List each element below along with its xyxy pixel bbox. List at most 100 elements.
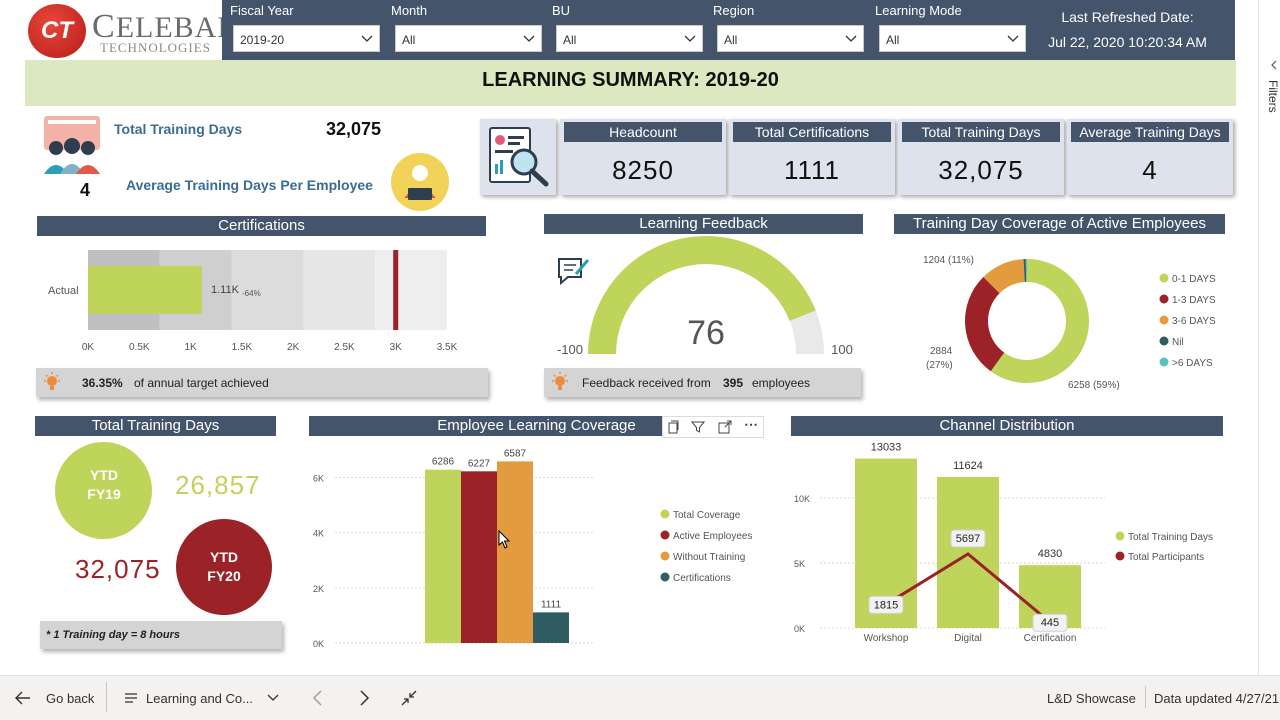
filter-label-learning-mode: Learning Mode (875, 3, 962, 18)
elc-y-tick-label: 0K (313, 639, 324, 649)
elc-y-tick-label: 6K (313, 474, 324, 484)
headcount-title: Headcount (564, 122, 722, 142)
legend-label: Certifications (673, 573, 731, 584)
elc-y-tick-label: 2K (313, 584, 324, 594)
bu-dropdown[interactable]: All (556, 25, 703, 52)
more-options-icon[interactable]: ⋯ (744, 416, 758, 432)
donut-slice (1025, 259, 1027, 283)
donut-slice (1023, 259, 1027, 283)
employee-laptop-icon (391, 153, 449, 211)
visual-header-toolbar (662, 416, 764, 438)
copy-icon[interactable] (666, 420, 680, 434)
region-dropdown[interactable]: All (717, 25, 864, 52)
total-training-days-card-value: 32,075 (938, 155, 1024, 185)
ytd-fy20-label: YTD FY20 (207, 549, 241, 584)
coverage-donut-chart[interactable] (960, 255, 1095, 390)
feedback-note-count: 395 (723, 376, 744, 390)
legend-label: >6 DAYS (1172, 358, 1213, 369)
legend-dot (660, 509, 670, 519)
cert-x-tick-label: 2.5K (334, 342, 355, 353)
donut-slice (990, 259, 1089, 383)
legend-dot (1115, 531, 1125, 541)
filter-label-bu: BU (552, 3, 571, 18)
certifications-bullet-chart[interactable]: 0K 0.5K 1K 1.5K 2K 2.5K 3K 3.5K (30, 240, 470, 360)
ch-x-tick-label: Certification (1024, 633, 1077, 644)
fit-to-page-icon[interactable] (401, 690, 417, 706)
filters-pane-label: Filters (1266, 80, 1280, 113)
ytd-fy20-value: 32,075 (75, 554, 161, 584)
last-refreshed-value: Jul 22, 2020 10:20:34 AM (1048, 34, 1207, 50)
ch-y-tick-label: 10K (794, 494, 810, 504)
learning-feedback-gauge[interactable]: 76 -100 100 (548, 232, 868, 362)
elc-legend: Total Coverage Active Employees Without Tr… (660, 509, 752, 584)
filter-label-fiscal-year: Fiscal Year (230, 3, 294, 18)
page-name-label: Learning and Co... (146, 691, 253, 706)
focus-mode-icon[interactable] (718, 420, 732, 434)
chevron-down-icon (523, 35, 535, 42)
coverage-title: Training Day Coverage of Active Employee… (894, 214, 1225, 234)
training-people-icon (44, 116, 100, 174)
ch-line-label-box (868, 595, 904, 614)
legend-dot (660, 530, 670, 540)
learning-feedback-title: Learning Feedback (544, 214, 863, 234)
ch-x-tick-label: Digital (954, 633, 982, 644)
legend-label: Total Training Days (1128, 532, 1213, 543)
channel-legend: Total Training Days Total Participants (1115, 531, 1213, 563)
previous-page-icon[interactable] (310, 689, 326, 707)
elc-bar-label: 6286 (432, 457, 455, 468)
month-dropdown[interactable]: All (395, 25, 542, 52)
filters-pane-toggle[interactable] (1258, 0, 1280, 675)
legend-dot (1159, 315, 1169, 325)
filter-label-month: Month (391, 3, 428, 18)
chevron-down-icon (267, 694, 279, 701)
channel-combo-chart[interactable]: 0K 5K 10K 13033 Workshop 11624 Digital 4830 Cert… (780, 440, 1110, 655)
legend-label: 3-6 DAYS (1172, 316, 1216, 327)
cert-actual-bar (88, 266, 202, 314)
elc-bar-chart[interactable]: 0K 2K 4K 6K 6286 6227 6587 1111 (305, 440, 605, 655)
arrow-left-icon (15, 691, 30, 705)
ttd-footnote: * 1 Training day = 8 hours (40, 621, 282, 649)
coverage-legend: 0-1 DAYS 1-3 DAYS 3-6 DAYS Nil >6 DAYS (1159, 273, 1216, 369)
cert-x-tick-label: 3K (390, 342, 403, 353)
ch-bar-label: 11624 (953, 460, 983, 472)
next-page-icon[interactable] (356, 689, 372, 707)
cert-range-band (231, 250, 304, 330)
fiscal-year-dropdown[interactable]: 2019-20 (233, 25, 380, 52)
avg-training-days-label: Average Training Days Per Employee (126, 177, 373, 193)
cert-x-tick-label: 0.5K (129, 342, 150, 353)
elc-bar (461, 471, 497, 643)
ch-y-tick-label: 0K (794, 624, 805, 634)
legend-dot (660, 551, 670, 561)
ch-line-label: 5697 (956, 533, 980, 545)
learning-mode-dropdown[interactable]: All (879, 25, 1026, 52)
company-tagline: TECHNOLOGIES (100, 40, 211, 55)
cert-x-tick-label: 1.5K (232, 342, 253, 353)
gauge-max-label: 100 (831, 342, 853, 357)
ytd-fy19-label: YTD FY19 (87, 467, 121, 502)
ch-line-label-box (950, 529, 986, 548)
divider (1145, 686, 1146, 708)
feedback-chat-icon (558, 258, 590, 286)
avg-training-days-value: 4 (80, 180, 91, 200)
elc-bar (425, 469, 461, 643)
ch-bar-label: 13033 (871, 442, 902, 454)
filter-icon[interactable] (691, 420, 705, 434)
ytd-fy19-value: 26,857 (175, 470, 261, 500)
chevron-down-icon (684, 35, 696, 42)
total-training-days-card-title: Total Training Days (902, 122, 1060, 142)
legend-label: Total Coverage (673, 510, 741, 521)
chevron-left-icon[interactable] (1269, 60, 1279, 70)
gauge-fill (588, 236, 816, 354)
cert-range-band (375, 250, 447, 330)
data-updated-label: Data updated 4/27/21 (1154, 691, 1280, 706)
cert-x-tick-label: 1K (184, 342, 197, 353)
elc-bar-label: 6587 (504, 448, 527, 459)
ttd-yoy-title: Total Training Days (35, 416, 276, 436)
chevron-down-icon (1007, 35, 1019, 42)
donut-label-0-1: 6258 (59%) (1068, 380, 1120, 391)
certifications-bar-label: 1.11K (211, 284, 239, 296)
showcase-label: L&D Showcase (1047, 691, 1136, 706)
page-title: LEARNING SUMMARY: 2019-20 (482, 69, 779, 91)
lightbulb-icon (552, 372, 568, 390)
cert-x-tick-label: 2K (287, 342, 300, 353)
